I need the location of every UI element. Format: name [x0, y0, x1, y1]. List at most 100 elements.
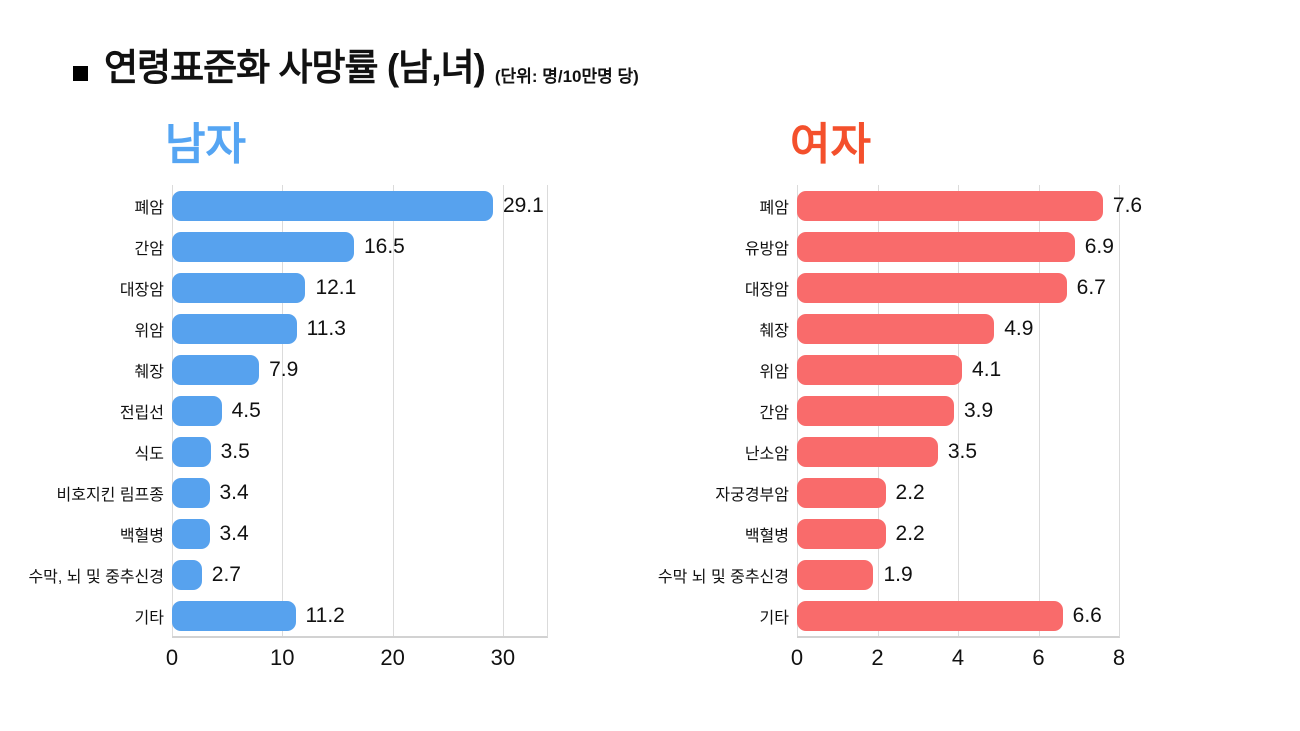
value-label: 7.6	[1112, 193, 1143, 217]
value-label: 6.7	[1076, 275, 1106, 299]
bar	[797, 231, 1075, 262]
bar-row: 3.5	[172, 431, 547, 472]
bar	[172, 313, 297, 344]
category-label: 간암	[134, 240, 164, 258]
female-bar-chart: 여자 폐암 유방암 대장암 췌장 위암 간암 난소암 자궁경부암 백혈병 수막 뇌 및 중추신경 기타…	[657, 120, 1142, 672]
value-label: 3.9	[963, 398, 994, 422]
axis-tick-label: 0	[165, 645, 179, 670]
axis-tick-label: 6	[1032, 645, 1045, 670]
axis-tick-label: 2	[871, 645, 884, 670]
bar	[172, 600, 296, 631]
category-label: 백혈병	[119, 527, 164, 545]
gridline	[958, 185, 959, 636]
gridline	[1119, 185, 1120, 636]
gridline	[502, 185, 504, 636]
value-label: 7.9	[269, 357, 299, 381]
value-label: 29.1	[502, 193, 544, 217]
bar	[172, 518, 210, 549]
category-label: 수막, 뇌 및 중추신경	[28, 568, 164, 586]
category-label: 대장암	[744, 281, 789, 299]
bar	[172, 559, 202, 590]
bar-row: 6.7	[797, 267, 1119, 308]
axis-tick-label: 30	[490, 645, 516, 670]
x-axis: 0 2 4 6 8	[791, 638, 1125, 672]
value-label: 4.1	[972, 357, 1002, 381]
bar	[797, 600, 1063, 631]
value-label: 4.9	[1004, 316, 1034, 340]
bar	[797, 313, 995, 344]
header: 연령표준화 사망률 (남,녀) (단위: 명/10만명 당)	[73, 40, 639, 96]
bar-row: 11.2	[172, 595, 547, 636]
category-label: 췌장	[759, 322, 789, 340]
category-label: 난소암	[744, 445, 789, 463]
bar	[797, 190, 1103, 221]
category-label: 기타	[759, 609, 789, 627]
bar-row: 29.1	[172, 185, 547, 226]
category-label: 자궁경부암	[715, 486, 789, 504]
category-label: 췌장	[134, 363, 164, 381]
bar	[172, 231, 354, 262]
category-label: 위암	[759, 363, 789, 381]
gridline	[392, 185, 394, 636]
bar	[797, 436, 938, 467]
bar-row: 3.9	[797, 390, 1119, 431]
value-label: 3.4	[219, 521, 249, 545]
value-label: 1.9	[883, 562, 913, 586]
bar-row: 2.7	[172, 554, 547, 595]
category-label: 식도	[134, 445, 164, 463]
gridline	[1038, 185, 1040, 636]
plot-area: 29.1 16.5 12.1 11.3 7.9 4.5 3.5 3.4 3.4 2.7 11.2	[172, 185, 548, 638]
bar	[172, 477, 210, 508]
axis-tick-label: 0	[790, 645, 804, 670]
chart-title: 남자	[165, 120, 246, 169]
category-label: 백혈병	[744, 527, 789, 545]
bar	[172, 354, 260, 385]
value-label: 3.5	[220, 439, 250, 463]
gridline	[282, 185, 284, 636]
bar	[797, 272, 1067, 303]
value-label: 6.6	[1072, 603, 1102, 627]
value-label: 3.4	[219, 480, 249, 504]
category-label: 기타	[134, 609, 164, 627]
category-label: 유방암	[744, 240, 789, 258]
bar-row: 2.2	[797, 472, 1119, 513]
bar	[172, 272, 306, 303]
value-label: 2.2	[895, 480, 925, 504]
axis-tick-label: 20	[380, 645, 405, 670]
value-label: 6.9	[1084, 234, 1114, 258]
bar-row: 3.5	[797, 431, 1119, 472]
category-label: 대장암	[119, 281, 164, 299]
bar-row: 3.4	[172, 513, 547, 554]
bar-row: 6.9	[797, 226, 1119, 267]
value-label: 11.2	[305, 603, 345, 627]
page-title: 연령표준화 사망률 (남,녀)	[104, 47, 486, 88]
bar-row: 2.2	[797, 513, 1119, 554]
x-axis: 0 10 20 30	[166, 638, 547, 672]
bar-row: 16.5	[172, 226, 547, 267]
axis-tick-label: 8	[1112, 645, 1126, 670]
chart-title: 여자	[790, 120, 871, 169]
bar	[172, 395, 222, 426]
bar-row: 7.9	[172, 349, 547, 390]
bar-row: 3.4	[172, 472, 547, 513]
bullet-square-icon	[73, 66, 88, 81]
category-label: 위암	[134, 322, 164, 340]
bar	[797, 354, 963, 385]
axis-tick-label: 10	[270, 645, 295, 670]
value-label: 16.5	[363, 234, 405, 258]
bar-row: 1.9	[797, 554, 1119, 595]
category-label: 비호지킨 림프종	[56, 486, 165, 504]
bar-row: 4.9	[797, 308, 1119, 349]
category-label: 수막 뇌 및 중추신경	[657, 568, 789, 586]
unit-note: (단위: 명/10만명 당)	[494, 67, 639, 86]
bar	[797, 518, 886, 549]
bar-row: 11.3	[172, 308, 547, 349]
category-label: 간암	[759, 404, 789, 422]
category-label: 폐암	[134, 199, 164, 217]
category-label: 전립선	[119, 404, 164, 422]
value-label: 3.5	[947, 439, 978, 463]
